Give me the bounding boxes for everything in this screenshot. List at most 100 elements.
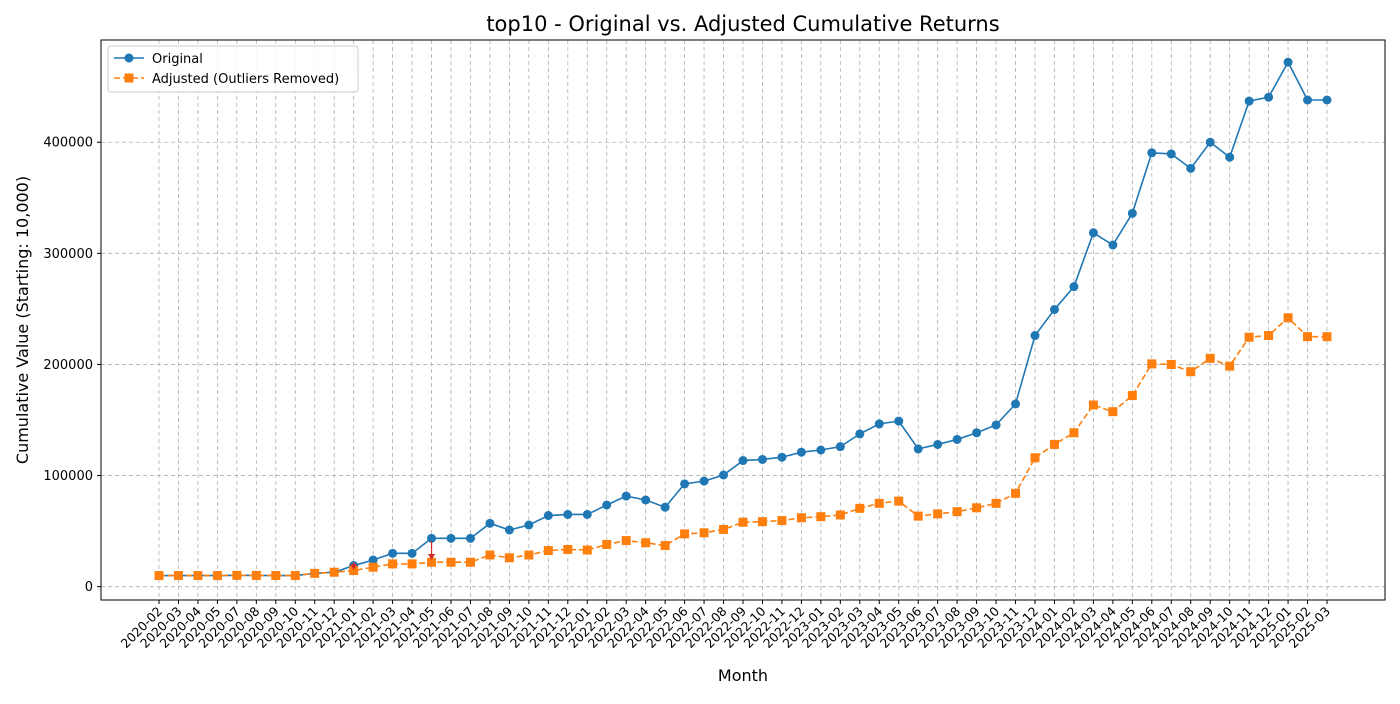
legend-original-marker	[124, 53, 134, 63]
adjusted-point	[913, 511, 923, 521]
original-point	[991, 420, 1001, 430]
adjusted-point	[719, 524, 729, 534]
y-tick-label: 200000	[43, 358, 93, 373]
original-point	[465, 533, 475, 543]
original-point	[1225, 152, 1235, 162]
original-point	[952, 434, 962, 444]
original-point	[913, 444, 923, 454]
adjusted-point	[894, 496, 904, 506]
original-point	[1088, 228, 1098, 238]
original-point	[427, 533, 437, 543]
original-point	[933, 439, 943, 449]
original-point	[1186, 163, 1196, 173]
adjusted-point	[563, 544, 573, 554]
x-axis-label: Month	[718, 666, 768, 685]
adjusted-point	[641, 538, 651, 548]
original-point	[738, 456, 748, 466]
adjusted-point	[1186, 367, 1196, 377]
adjusted-point	[1030, 453, 1040, 463]
adjusted-point	[1166, 359, 1176, 369]
adjusted-point	[212, 571, 222, 581]
original-point	[1069, 282, 1079, 292]
legend-original-label: Original	[152, 52, 203, 67]
adjusted-point	[310, 568, 320, 578]
adjusted-point	[991, 498, 1001, 508]
original-point	[504, 525, 514, 535]
original-point	[1322, 95, 1332, 105]
adjusted-point	[1108, 407, 1118, 417]
adjusted-point	[1244, 332, 1254, 342]
original-point	[582, 509, 592, 519]
y-axis: 0 100000 200000 300000 400000	[43, 136, 101, 595]
adjusted-point	[699, 528, 709, 538]
adjusted-point	[173, 571, 183, 581]
original-point	[1264, 92, 1274, 102]
adjusted-point	[349, 566, 359, 576]
original-point	[1303, 95, 1313, 105]
adjusted-point	[952, 507, 962, 517]
adjusted-point	[290, 571, 300, 581]
adjusted-point	[660, 541, 670, 551]
adjusted-point	[368, 562, 378, 572]
original-point	[835, 442, 845, 452]
y-tick-label: 300000	[43, 247, 93, 262]
original-point	[1108, 240, 1118, 250]
original-point	[1011, 399, 1021, 409]
adjusted-point	[582, 545, 592, 555]
annotations	[350, 541, 436, 570]
adjusted-point	[835, 510, 845, 520]
adjusted-point	[485, 550, 495, 560]
original-point	[602, 500, 612, 510]
original-point	[641, 495, 651, 505]
adjusted-point	[874, 498, 884, 508]
adjusted-point	[1127, 391, 1137, 401]
adjusted-point	[1205, 353, 1215, 363]
adjusted-point	[232, 570, 242, 580]
adjusted-point	[757, 517, 767, 527]
original-point	[1244, 96, 1254, 106]
adjusted-point	[602, 539, 612, 549]
original-point	[777, 452, 787, 462]
adjusted-point	[1049, 439, 1059, 449]
original-point	[855, 429, 865, 439]
original-point	[972, 428, 982, 438]
legend-adjusted-marker	[124, 73, 134, 83]
adjusted-point	[543, 546, 553, 556]
original-point	[368, 555, 378, 565]
original-point	[874, 419, 884, 429]
legend-adjusted-label: Adjusted (Outliers Removed)	[152, 72, 339, 87]
original-point	[524, 520, 534, 530]
adjusted-point	[154, 571, 164, 581]
adjusted-point	[1011, 488, 1021, 498]
adjusted-point	[855, 503, 865, 513]
adjusted-point	[504, 553, 514, 563]
adjusted-point	[1069, 428, 1079, 438]
adjusted-point	[1283, 313, 1293, 323]
original-point	[1147, 148, 1157, 158]
outlier-arrow-head	[428, 554, 436, 560]
legend-box	[107, 45, 359, 93]
adjusted-point	[972, 503, 982, 513]
original-point	[1030, 331, 1040, 341]
original-point	[407, 548, 417, 558]
adjusted-point	[251, 570, 261, 580]
original-point	[1283, 57, 1293, 67]
adjusted-point	[1147, 359, 1157, 369]
original-point	[621, 491, 631, 501]
adjusted-point	[621, 536, 631, 546]
original-point	[1205, 137, 1215, 147]
adjusted-point	[446, 557, 456, 567]
adjusted-point	[465, 557, 475, 567]
original-point	[680, 479, 690, 489]
adjusted-point	[680, 529, 690, 539]
original-point	[446, 533, 456, 543]
adjusted-point	[329, 567, 339, 577]
y-tick-label: 400000	[43, 136, 93, 151]
y-axis-label: Cumulative Value (Starting: 10,000)	[13, 176, 32, 464]
adjusted-point	[796, 513, 806, 523]
original-point	[719, 470, 729, 480]
adjusted-point	[1303, 332, 1313, 342]
series-layer	[154, 57, 1332, 581]
original-point	[563, 509, 573, 519]
